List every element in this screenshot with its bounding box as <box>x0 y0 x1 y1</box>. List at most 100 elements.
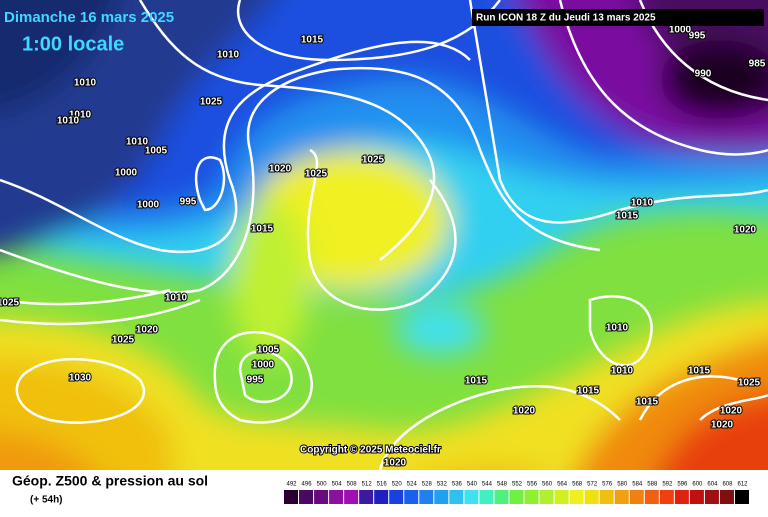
legend-label: 552 <box>512 482 523 488</box>
isobar-label: 1020 <box>136 325 159 336</box>
time-label: 1:00 locale <box>22 33 124 55</box>
legend-label: 600 <box>692 482 703 488</box>
isobar-label: 1020 <box>711 420 734 431</box>
isobar-label: 1025 <box>112 335 135 346</box>
isobar-label: 1025 <box>305 169 328 180</box>
legend-swatch <box>629 490 644 504</box>
legend-label: 592 <box>662 482 673 488</box>
legend-swatch <box>329 490 344 504</box>
legend-swatch <box>449 490 464 504</box>
legend-label: 504 <box>332 482 343 488</box>
legend-label: 496 <box>302 482 313 488</box>
legend-label: 548 <box>497 482 508 488</box>
copyright: Copyright © 2025 Meteociel.fr <box>300 445 441 456</box>
legend-label: 532 <box>437 482 448 488</box>
run-label: Run ICON 18 Z du Jeudi 13 mars 2025 <box>476 13 656 24</box>
isobar-label: 1010 <box>57 116 80 127</box>
isobar-label: 1010 <box>165 293 188 304</box>
legend-label: 572 <box>587 482 598 488</box>
isobar-label: 1025 <box>0 298 20 309</box>
legend-swatch <box>719 490 734 504</box>
legend-label: 492 <box>287 482 298 488</box>
legend-swatch <box>299 490 314 504</box>
isobar-label: 1015 <box>301 35 324 46</box>
legend-label: 520 <box>392 482 403 488</box>
legend-swatch <box>689 490 704 504</box>
legend-label: 500 <box>317 482 328 488</box>
isobar-label: 1010 <box>631 198 654 209</box>
isobar-label: 1015 <box>616 211 639 222</box>
date-label: Dimanche 16 mars 2025 <box>4 9 174 26</box>
isobar-label: 1005 <box>145 146 168 157</box>
legend-label: 580 <box>617 482 628 488</box>
isobar-label: 1000 <box>669 25 692 36</box>
legend-label: 508 <box>347 482 358 488</box>
legend-label: 576 <box>602 482 613 488</box>
isobar-label: 990 <box>695 69 712 80</box>
isobar-label: 995 <box>247 375 264 386</box>
legend-swatch <box>734 490 749 504</box>
isobar-label: 1025 <box>200 97 223 108</box>
isobar-label: 1000 <box>252 360 275 371</box>
isobar-label: 1025 <box>738 378 761 389</box>
isobar-label: 1010 <box>611 366 634 377</box>
isobar-label: 1020 <box>720 406 743 417</box>
legend-label: 536 <box>452 482 463 488</box>
legend-label: 564 <box>557 482 568 488</box>
isobar-label: 1020 <box>513 406 536 417</box>
legend-swatch <box>389 490 404 504</box>
legend-swatch <box>599 490 614 504</box>
legend-swatch <box>644 490 659 504</box>
isobar-label: 1015 <box>465 376 488 387</box>
isobar-label: 1005 <box>257 345 280 356</box>
legend-swatch <box>494 490 509 504</box>
legend-label: 560 <box>542 482 553 488</box>
legend-label: 512 <box>362 482 373 488</box>
legend-swatch <box>284 490 299 504</box>
legend-swatch <box>374 490 389 504</box>
legend-swatch <box>584 490 599 504</box>
isobar-label: 1015 <box>251 224 274 235</box>
legend-swatch <box>614 490 629 504</box>
isobar-label: 1015 <box>688 366 711 377</box>
legend-label: 528 <box>422 482 433 488</box>
legend-swatch <box>569 490 584 504</box>
legend-swatch <box>344 490 359 504</box>
isobar-label: 985 <box>749 59 766 70</box>
isobar-label: 1010 <box>69 110 92 121</box>
lead-time: (+ 54h) <box>30 495 63 506</box>
legend-label: 612 <box>737 482 748 488</box>
legend-label: 556 <box>527 482 538 488</box>
isobar-label: 1010 <box>126 137 149 148</box>
isobar-label: 1010 <box>74 78 97 89</box>
run-box <box>472 9 764 26</box>
legend-label: 596 <box>677 482 688 488</box>
isobar-label: 1015 <box>577 386 600 397</box>
isobar-labels: 1015101010251010101010101010100510001000… <box>0 24 767 470</box>
legend-swatch <box>479 490 494 504</box>
legend-label: 544 <box>482 482 493 488</box>
legend-label: 604 <box>707 482 718 488</box>
isobar-label: 1030 <box>69 373 92 384</box>
color-legend: 492 496 500 504 508 512 516 520 524 528 532 536 540 5… <box>284 482 749 504</box>
legend-swatch <box>404 490 419 504</box>
legend-swatch <box>539 490 554 504</box>
legend-label: 516 <box>377 482 388 488</box>
legend-label: 584 <box>632 482 643 488</box>
legend-swatch <box>659 490 674 504</box>
footer-title: Géop. Z500 & pression au sol <box>12 473 208 489</box>
legend-swatch <box>674 490 689 504</box>
legend-label: 524 <box>407 482 418 488</box>
legend-swatch <box>704 490 719 504</box>
legend-swatch <box>509 490 524 504</box>
legend-swatch <box>434 490 449 504</box>
isobar-label: 995 <box>689 31 706 42</box>
legend-swatch <box>554 490 569 504</box>
legend-swatch <box>524 490 539 504</box>
isobar-label: 1010 <box>217 50 240 61</box>
isobar-label: 1025 <box>362 155 385 166</box>
legend-label: 608 <box>722 482 733 488</box>
isobar-label: 1020 <box>269 164 292 175</box>
